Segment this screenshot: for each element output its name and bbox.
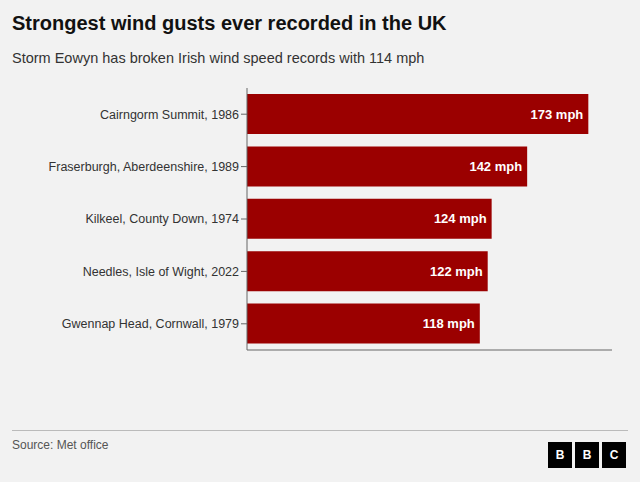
html-text:B: B (555, 448, 565, 462)
svg-text:Kilkeel, County Down, 1974: Kilkeel, County Down, 1974 (85, 212, 239, 226)
html-text:C: C (609, 448, 619, 462)
html-text:Strongest wind gusts ever reco: Strongest wind gusts ever recorded in th… (12, 12, 447, 34)
html-text:Source: Met office: Source: Met office (12, 438, 109, 452)
svg-text:Cairngorm Summit, 1986: Cairngorm Summit, 1986 (100, 108, 239, 122)
svg-text:142 mph: 142 mph (469, 159, 522, 174)
svg-text:118 mph: 118 mph (423, 316, 475, 331)
svg-text:Fraserburgh, Aberdeenshire, 19: Fraserburgh, Aberdeenshire, 1989 (49, 160, 239, 174)
svg-text:173 mph: 173 mph (531, 107, 584, 122)
svg-text:Needles, Isle of Wight, 2022: Needles, Isle of Wight, 2022 (83, 265, 239, 279)
svg-text:Gwennap Head, Cornwall, 1979: Gwennap Head, Cornwall, 1979 (62, 317, 239, 331)
svg-text:122 mph: 122 mph (430, 264, 483, 279)
svg-text:124 mph: 124 mph (434, 211, 487, 226)
html-text:B: B (582, 448, 592, 462)
html-text:Storm Eowyn has broken Irish w: Storm Eowyn has broken Irish wind speed … (12, 50, 425, 66)
